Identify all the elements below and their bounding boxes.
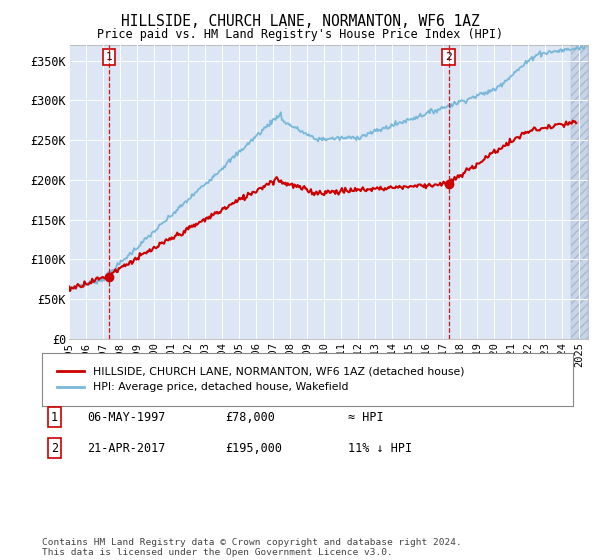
Text: 06-MAY-1997: 06-MAY-1997 <box>87 410 166 424</box>
Text: ≈ HPI: ≈ HPI <box>348 410 383 424</box>
Text: £195,000: £195,000 <box>225 441 282 455</box>
Text: Price paid vs. HM Land Registry's House Price Index (HPI): Price paid vs. HM Land Registry's House … <box>97 28 503 41</box>
Text: 2: 2 <box>445 52 452 62</box>
Text: 1: 1 <box>106 52 112 62</box>
Text: 1: 1 <box>51 410 58 424</box>
Text: 2: 2 <box>51 441 58 455</box>
Text: 11% ↓ HPI: 11% ↓ HPI <box>348 441 412 455</box>
Text: £78,000: £78,000 <box>225 410 275 424</box>
Legend: HILLSIDE, CHURCH LANE, NORMANTON, WF6 1AZ (detached house), HPI: Average price, : HILLSIDE, CHURCH LANE, NORMANTON, WF6 1A… <box>53 362 469 396</box>
Text: 21-APR-2017: 21-APR-2017 <box>87 441 166 455</box>
Text: Contains HM Land Registry data © Crown copyright and database right 2024.
This d: Contains HM Land Registry data © Crown c… <box>42 538 462 557</box>
Bar <box>571 45 588 339</box>
Text: HILLSIDE, CHURCH LANE, NORMANTON, WF6 1AZ: HILLSIDE, CHURCH LANE, NORMANTON, WF6 1A… <box>121 14 479 29</box>
